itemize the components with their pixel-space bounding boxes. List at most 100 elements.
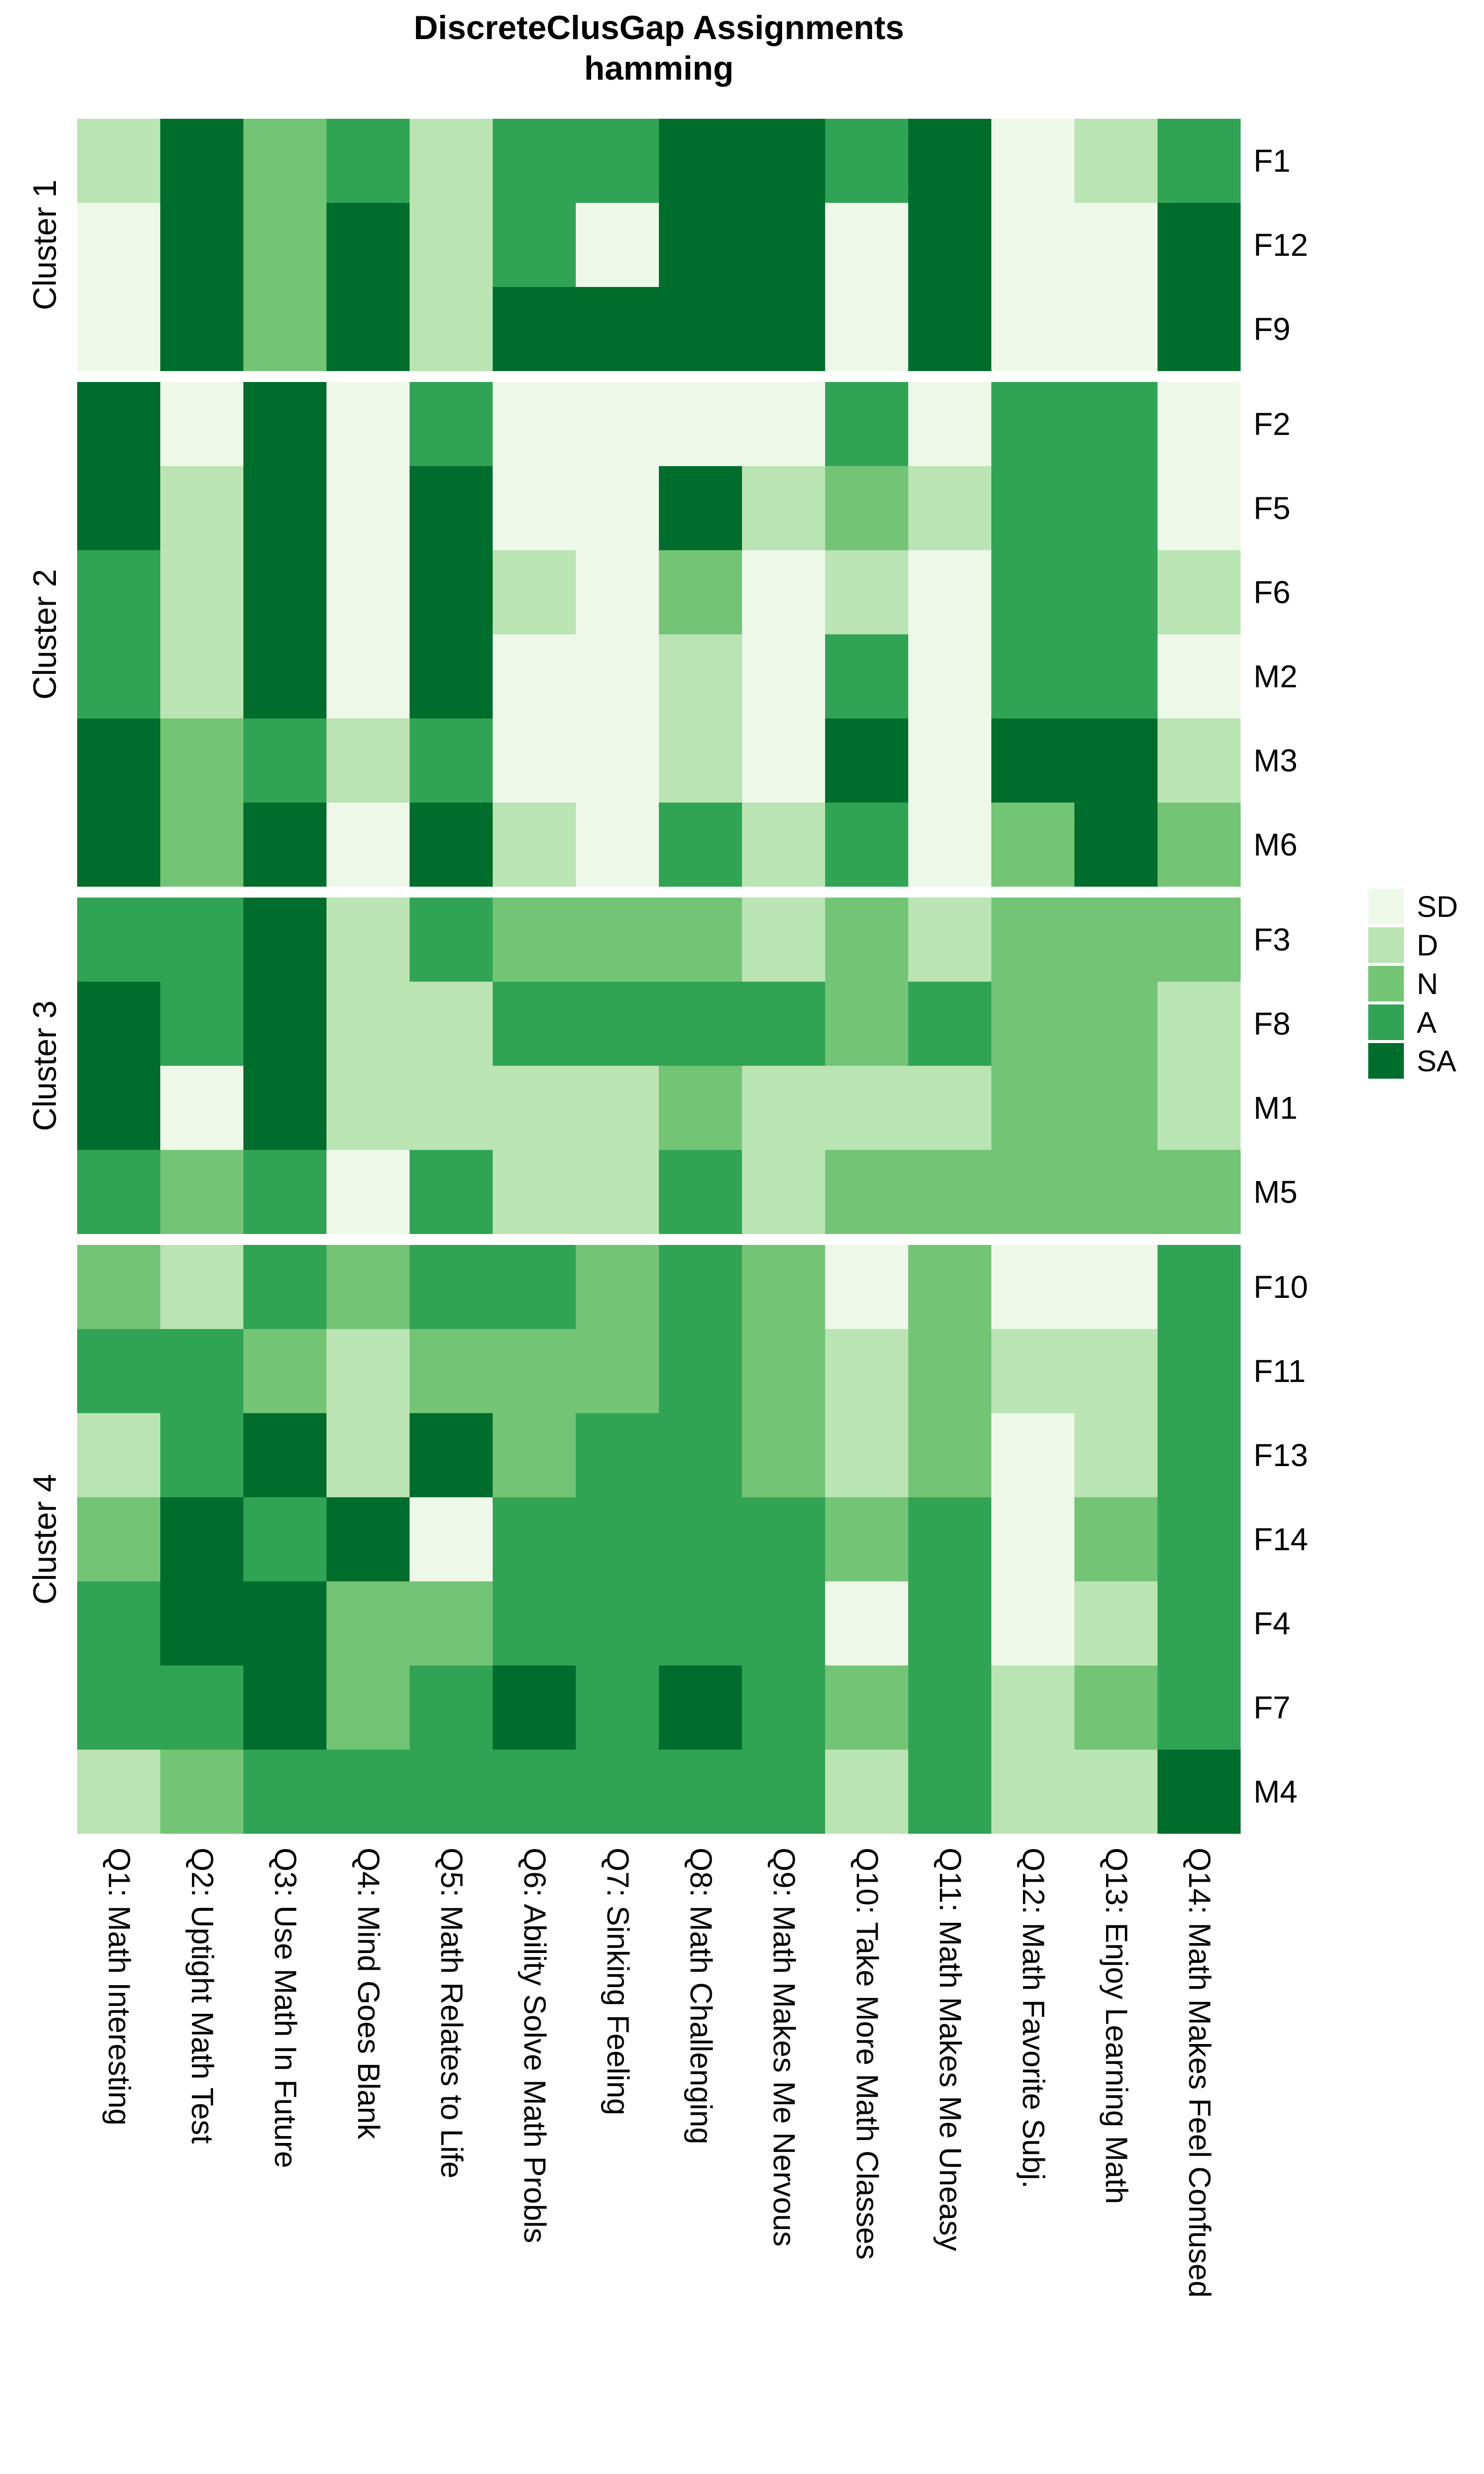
heatmap-cell xyxy=(659,1750,742,1834)
heatmap-cell xyxy=(493,466,576,550)
heatmap-cell xyxy=(1158,550,1241,634)
heatmap-cell xyxy=(160,1497,243,1581)
heatmap-cell xyxy=(825,1665,908,1750)
chart-title-line1: DiscreteClusGap Assignments xyxy=(414,9,904,47)
heatmap-cell xyxy=(160,1150,243,1234)
heatmap-cell xyxy=(742,1750,825,1834)
heatmap-cell xyxy=(243,982,326,1066)
heatmap-cell xyxy=(908,1066,991,1150)
heatmap-cell xyxy=(991,1413,1074,1497)
column-label-text: Q11: Math Makes Me Uneasy xyxy=(933,1848,967,2251)
heatmap-cell xyxy=(77,1413,160,1497)
heatmap-cell xyxy=(825,803,908,887)
heatmap-cell xyxy=(908,550,991,634)
heatmap-cell xyxy=(825,1497,908,1581)
cluster-label-text: Cluster 3 xyxy=(26,1000,63,1132)
heatmap-cell xyxy=(160,1329,243,1413)
heatmap-cell xyxy=(410,203,493,287)
heatmap-cell xyxy=(493,287,576,371)
heatmap-cell xyxy=(576,1497,659,1581)
legend-item-D: D xyxy=(1368,927,1458,963)
heatmap-cell xyxy=(991,1665,1074,1750)
heatmap-cell xyxy=(77,898,160,982)
heatmap-cell xyxy=(410,634,493,718)
legend-swatch-N xyxy=(1368,966,1404,1001)
legend-item-SD: SD xyxy=(1368,889,1458,924)
heatmap-cell xyxy=(410,1750,493,1834)
heatmap-cell xyxy=(493,1581,576,1665)
cluster-label-text: Cluster 4 xyxy=(26,1474,63,1605)
column-label-Q8: Q8: Math Challenging xyxy=(659,1848,742,2474)
heatmap-cell xyxy=(908,1245,991,1329)
heatmap-cell xyxy=(77,1150,160,1234)
heatmap-cell xyxy=(825,898,908,982)
heatmap-cell xyxy=(1074,382,1158,466)
heatmap-cell xyxy=(326,803,410,887)
heatmap-cell xyxy=(576,1150,659,1234)
heatmap-cell xyxy=(77,203,160,287)
row-label-F6: F6 xyxy=(1253,574,1291,610)
heatmap-cell xyxy=(493,1329,576,1413)
heatmap-cell xyxy=(243,550,326,634)
heatmap-cell xyxy=(742,1245,825,1329)
heatmap-cell xyxy=(77,550,160,634)
heatmap-cell xyxy=(659,1497,742,1581)
heatmap-cell xyxy=(659,1066,742,1150)
heatmap-cell xyxy=(991,1581,1074,1665)
column-label-Q12: Q12: Math Favorite Subj. xyxy=(991,1848,1074,2474)
heatmap-cell xyxy=(326,203,410,287)
heatmap-cell xyxy=(659,634,742,718)
heatmap-cell xyxy=(1158,718,1241,803)
heatmap-cell xyxy=(326,1581,410,1665)
heatmap-cell xyxy=(742,718,825,803)
heatmap-cell xyxy=(410,382,493,466)
heatmap-cell xyxy=(77,287,160,371)
heatmap-cell xyxy=(1158,382,1241,466)
column-label-Q10: Q10: Take More Math Classes xyxy=(825,1848,908,2474)
column-label-text: Q8: Math Challenging xyxy=(684,1848,718,2144)
heatmap-cell xyxy=(326,550,410,634)
heatmap-cell xyxy=(825,1066,908,1150)
heatmap-cell xyxy=(576,1066,659,1150)
heatmap-cell xyxy=(742,466,825,550)
column-label-Q4: Q4: Mind Goes Blank xyxy=(326,1848,410,2474)
heatmap-cell xyxy=(493,1665,576,1750)
heatmap-cell xyxy=(243,382,326,466)
heatmap-cell xyxy=(825,119,908,203)
heatmap-cell xyxy=(243,1665,326,1750)
column-label-text: Q13: Enjoy Learning Math xyxy=(1099,1848,1133,2204)
heatmap-cell xyxy=(908,1750,991,1834)
heatmap-cell xyxy=(1074,287,1158,371)
heatmap-cell xyxy=(576,898,659,982)
row-label-F9: F9 xyxy=(1253,311,1291,347)
heatmap-cell xyxy=(493,718,576,803)
heatmap-cell xyxy=(410,1150,493,1234)
column-label-Q6: Q6: Ability Solve Math Probls xyxy=(493,1848,576,2474)
heatmap-cell xyxy=(1158,1750,1241,1834)
heatmap-cell xyxy=(991,1329,1074,1413)
heatmap-cell xyxy=(825,634,908,718)
heatmap-cell xyxy=(243,898,326,982)
legend-label-SA: SA xyxy=(1417,1044,1457,1078)
heatmap-cell xyxy=(908,1413,991,1497)
heatmap-cell xyxy=(659,287,742,371)
heatmap-cell xyxy=(326,898,410,982)
chart-title-line2: hamming xyxy=(584,49,734,87)
legend-label-D: D xyxy=(1417,928,1438,962)
heatmap-cell xyxy=(1158,287,1241,371)
heatmap-cell xyxy=(908,119,991,203)
heatmap-cell xyxy=(1074,634,1158,718)
heatmap-cell xyxy=(659,119,742,203)
heatmap-cell xyxy=(991,634,1074,718)
heatmap-cell xyxy=(659,982,742,1066)
legend-item-N: N xyxy=(1368,966,1458,1001)
row-label-F8: F8 xyxy=(1253,1006,1291,1042)
heatmap-cell xyxy=(1074,1581,1158,1665)
legend-swatch-D xyxy=(1368,927,1404,963)
heatmap-cell xyxy=(991,466,1074,550)
row-label-F10: F10 xyxy=(1253,1269,1308,1305)
column-label-text: Q3: Use Math In Future xyxy=(268,1848,302,2168)
heatmap-cell xyxy=(742,1581,825,1665)
heatmap-cell xyxy=(991,1750,1074,1834)
heatmap-cell xyxy=(908,466,991,550)
